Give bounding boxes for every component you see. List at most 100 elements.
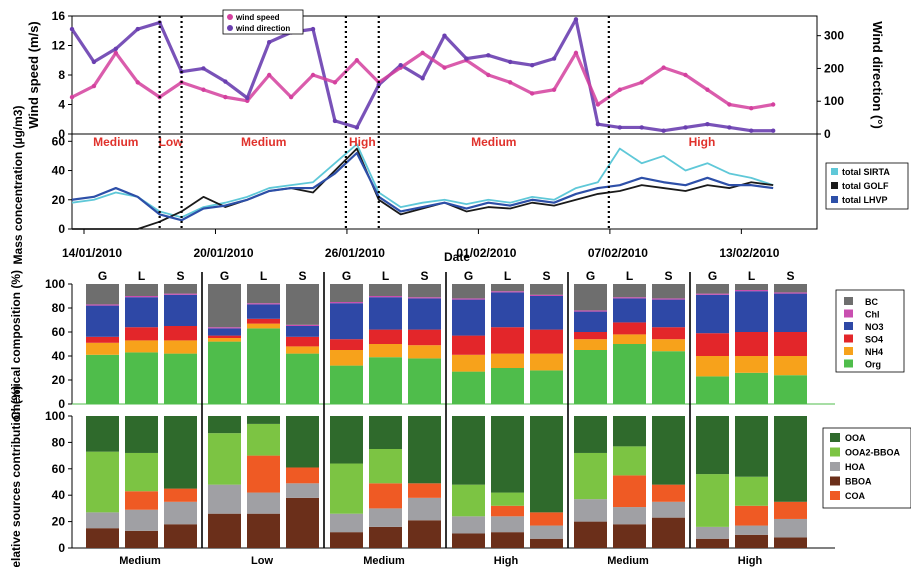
wind-speed-point (113, 50, 119, 56)
chemical-tick-label: 0 (58, 397, 65, 411)
sources-bar-segment (613, 507, 646, 525)
sources-bar-segment (369, 416, 402, 449)
site-label: S (786, 269, 794, 283)
chemical-bar-segment (408, 298, 441, 330)
chemical-bar-segment (652, 339, 685, 352)
chemical-bar-segment (652, 351, 685, 404)
chemical-legend-swatch (844, 359, 853, 368)
chemical-bar-segment (452, 354, 485, 372)
mass-lhvp-line (71, 151, 774, 222)
chemical-bar-segment (125, 340, 158, 353)
chemical-bar-segment (369, 329, 402, 344)
sources-bar-segment (164, 524, 197, 548)
wind-speed-point (332, 80, 338, 85)
chemical-bar-segment (86, 336, 119, 343)
sources-bar-segment (125, 530, 158, 548)
wind-direction-point (573, 17, 579, 22)
chemical-bar-segment (696, 333, 729, 356)
wind-direction-legend-marker (227, 25, 233, 31)
chemical-tick-label: 20 (52, 373, 66, 387)
chemical-tick-label: 80 (52, 301, 66, 315)
wind-speed-tick-label: 0 (58, 127, 65, 141)
sources-bar-segment (735, 505, 768, 526)
sources-bar-segment (613, 524, 646, 548)
wind-speed-point (354, 58, 360, 63)
site-label: L (626, 269, 633, 283)
sources-tick-label: 40 (52, 488, 66, 502)
chemical-bar-segment (491, 291, 524, 293)
sources-bar-segment (452, 533, 485, 548)
wind-legend: wind speed wind direction (222, 9, 304, 35)
chemical-legend-swatch (844, 309, 853, 318)
site-label: G (342, 269, 351, 283)
chemical-legend-label: SO4 (865, 335, 883, 345)
chemical-legend-swatch (844, 347, 853, 355)
wind-right-axis: 0 100 200 300 (817, 29, 844, 141)
wind-direction-point (135, 26, 140, 32)
chemical-panel: 0 20 40 60 80 100 G L S G L S G L S G L S G L S G L S Chemical… (9, 269, 905, 420)
regime-group-label: High (494, 555, 519, 567)
sources-legend-label: OOA (845, 433, 866, 443)
sources-bar-segment (86, 512, 119, 529)
date-tick-label: 07/02/2010 (588, 246, 648, 260)
chemical-bar-segment (408, 358, 441, 404)
sources-bar-segment (208, 484, 241, 514)
sources-bar-segment (286, 416, 319, 468)
mass-legend: total SIRTA total GOLF total LHVP (825, 162, 909, 210)
sources-bar-segment (652, 484, 685, 502)
wind-speed-point (310, 72, 316, 78)
site-label: L (260, 269, 267, 283)
chemical-bar-segment (696, 376, 729, 404)
chemical-bar-segment (735, 290, 768, 292)
chemical-bar-segment (652, 298, 685, 300)
wind-direction-point (486, 53, 491, 58)
wind-speed-point (727, 102, 732, 107)
mass-sirta-line (71, 143, 774, 219)
sources-legend-label: BBOA (845, 477, 872, 487)
chemical-bar-segment (286, 336, 319, 347)
chemical-bar-segment (652, 284, 685, 299)
sources-bars (86, 404, 807, 548)
wind-direction-point (245, 95, 250, 101)
wind-direction-tick-label: 0 (824, 127, 831, 141)
sources-bar-segment (247, 423, 280, 456)
wind-direction-point (398, 62, 403, 68)
chemical-bar-segment (491, 292, 524, 328)
sources-bar-segment (369, 449, 402, 484)
chemical-bar-segment (164, 326, 197, 341)
chemical-bar-segment (286, 346, 319, 354)
wind-speed-point (486, 72, 491, 78)
wind-speed-point (91, 83, 97, 89)
wind-speed-point (639, 80, 644, 85)
sources-bar-segment (164, 501, 197, 525)
regime-label: High (349, 135, 376, 149)
sources-bar-segment (530, 512, 563, 526)
chemical-bar-segment (408, 345, 441, 359)
date-axis-label: Date (444, 250, 470, 264)
sources-bar-segment (696, 538, 729, 548)
site-label: L (748, 269, 755, 283)
wind-direction-point (464, 56, 469, 61)
wind-direction-point (705, 121, 710, 127)
wind-speed-point (288, 94, 294, 100)
sources-bar-segment (408, 416, 441, 484)
regime-label: Medium (241, 135, 286, 149)
date-tick-label: 13/02/2010 (719, 246, 779, 260)
chemical-bar-segment (86, 342, 119, 355)
sources-bar-segment (452, 484, 485, 517)
chemical-tick-label: 60 (52, 325, 66, 339)
date-tick-label: 14/01/2010 (62, 246, 122, 260)
chemical-legend-swatch (844, 322, 853, 330)
sources-bar-segment (696, 474, 729, 527)
chemical-bar-segment (735, 356, 768, 373)
sources-bar-segment (613, 446, 646, 476)
chemical-bar-segment (208, 284, 241, 328)
chemical-bar-segment (452, 335, 485, 355)
chemical-bar-segment (330, 284, 363, 302)
chemical-bar-segment (369, 297, 402, 330)
date-tick-label: 20/01/2010 (193, 246, 253, 260)
wind-left-axis: 0 4 8 12 16 (52, 9, 72, 141)
chemical-bar-segment (530, 353, 563, 371)
chemical-bar-segment (613, 297, 646, 299)
